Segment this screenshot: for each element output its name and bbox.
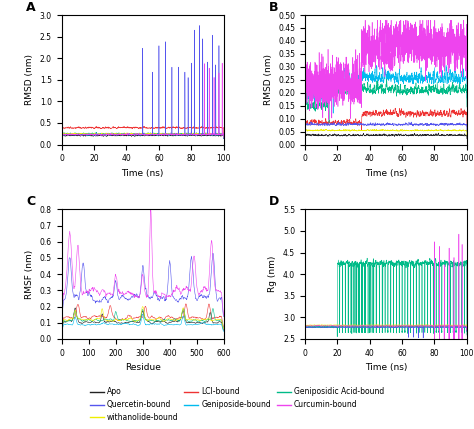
Y-axis label: RMSF (nm): RMSF (nm) [25,250,34,299]
Y-axis label: RMSD (nm): RMSD (nm) [264,54,273,105]
X-axis label: Time (ns): Time (ns) [365,363,407,372]
Text: B: B [269,1,279,14]
Text: A: A [26,1,36,14]
Legend: Apo, Quercetin-bound, withanolide-bound, LCI-bound, Geniposide-bound, Geniposidi: Apo, Quercetin-bound, withanolide-bound,… [87,384,387,425]
X-axis label: Residue: Residue [125,363,161,372]
Y-axis label: RMSD (nm): RMSD (nm) [25,54,34,105]
Y-axis label: Rg (nm): Rg (nm) [268,256,277,292]
Text: D: D [269,196,279,208]
X-axis label: Time (ns): Time (ns) [121,169,164,178]
Text: C: C [26,196,35,208]
X-axis label: Time (ns): Time (ns) [365,169,407,178]
